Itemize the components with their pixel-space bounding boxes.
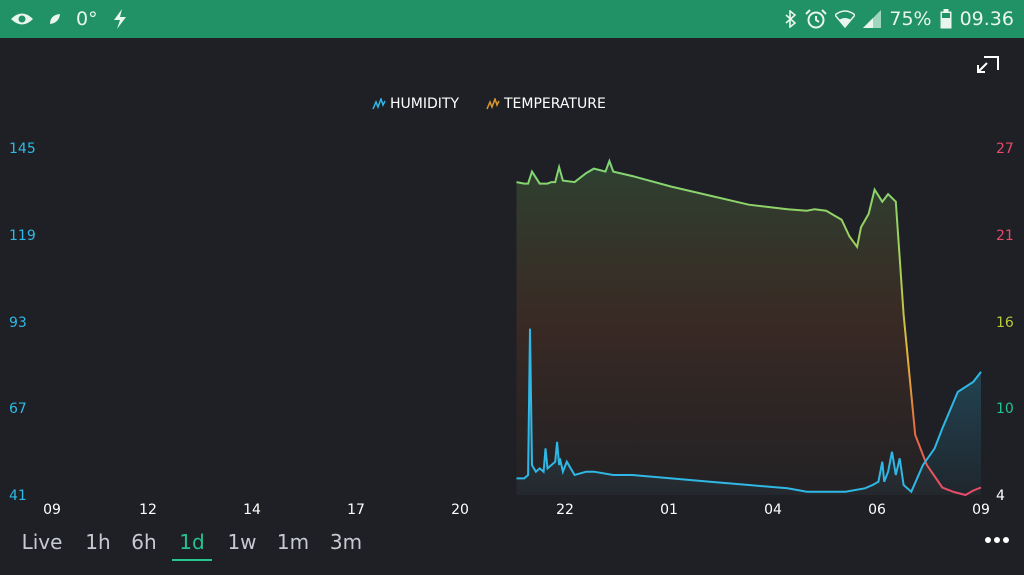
temperature-series-icon (486, 98, 500, 110)
bluetooth-icon (785, 10, 797, 28)
eye-icon (10, 11, 34, 27)
status-time: 09.36 (959, 8, 1014, 30)
x-tick: 09 (43, 502, 61, 518)
battery-percent: 75% (889, 8, 932, 30)
wifi-icon (835, 10, 856, 28)
range-1w-button[interactable]: 1w (227, 525, 256, 559)
chart-legend: HUMIDITY TEMPERATURE (0, 96, 1024, 118)
chart-plot (516, 158, 982, 497)
range-1m-button[interactable]: 1m (277, 525, 309, 559)
x-tick: 12 (139, 502, 157, 518)
temperature-line (516, 158, 982, 497)
x-tick: 06 (868, 502, 886, 518)
leaf-icon (48, 12, 62, 26)
y-right-tick: 4 (996, 488, 1005, 504)
y-right-tick: 27 (996, 141, 1014, 157)
status-temperature: 0° (76, 8, 98, 30)
range-live-button[interactable]: Live (22, 525, 63, 559)
y-left-tick: 41 (9, 488, 27, 504)
y-left-tick: 67 (9, 401, 27, 417)
legend-temperature-label: TEMPERATURE (504, 96, 606, 112)
x-tick: 17 (347, 502, 365, 518)
more-options-button[interactable] (984, 534, 1010, 546)
flash-icon (112, 9, 128, 29)
x-tick: 09 (972, 502, 990, 518)
temperature-area (516, 161, 981, 495)
selected-range-indicator (172, 559, 212, 561)
exit-fullscreen-icon (977, 56, 999, 73)
y-left-tick: 119 (9, 228, 36, 244)
alarm-icon (805, 9, 828, 29)
legend-humidity-label: HUMIDITY (390, 96, 459, 112)
range-1d-button[interactable]: 1d (179, 525, 204, 559)
y-left-tick: 145 (9, 141, 36, 157)
x-tick: 14 (243, 502, 261, 518)
legend-humidity[interactable]: HUMIDITY (372, 96, 459, 112)
range-1h-button[interactable]: 1h (85, 525, 110, 559)
y-right-tick: 16 (996, 315, 1014, 331)
x-tick: 04 (764, 502, 782, 518)
humidity-area (516, 328, 981, 495)
y-right-tick: 21 (996, 228, 1014, 244)
humidity-series-icon (372, 98, 386, 110)
x-tick: 20 (451, 502, 469, 518)
legend-temperature[interactable]: TEMPERATURE (486, 96, 606, 112)
x-tick: 22 (556, 502, 574, 518)
x-tick: 01 (660, 502, 678, 518)
status-bar: 0° 75% 09.36 (0, 0, 1024, 38)
signal-icon (863, 10, 882, 28)
exit-fullscreen-button[interactable] (974, 52, 1004, 76)
humidity-line (516, 328, 982, 494)
battery-icon (940, 9, 952, 29)
y-left-tick: 93 (9, 315, 27, 331)
range-6h-button[interactable]: 6h (131, 525, 156, 559)
range-3m-button[interactable]: 3m (330, 525, 362, 559)
y-right-tick: 10 (996, 401, 1014, 417)
